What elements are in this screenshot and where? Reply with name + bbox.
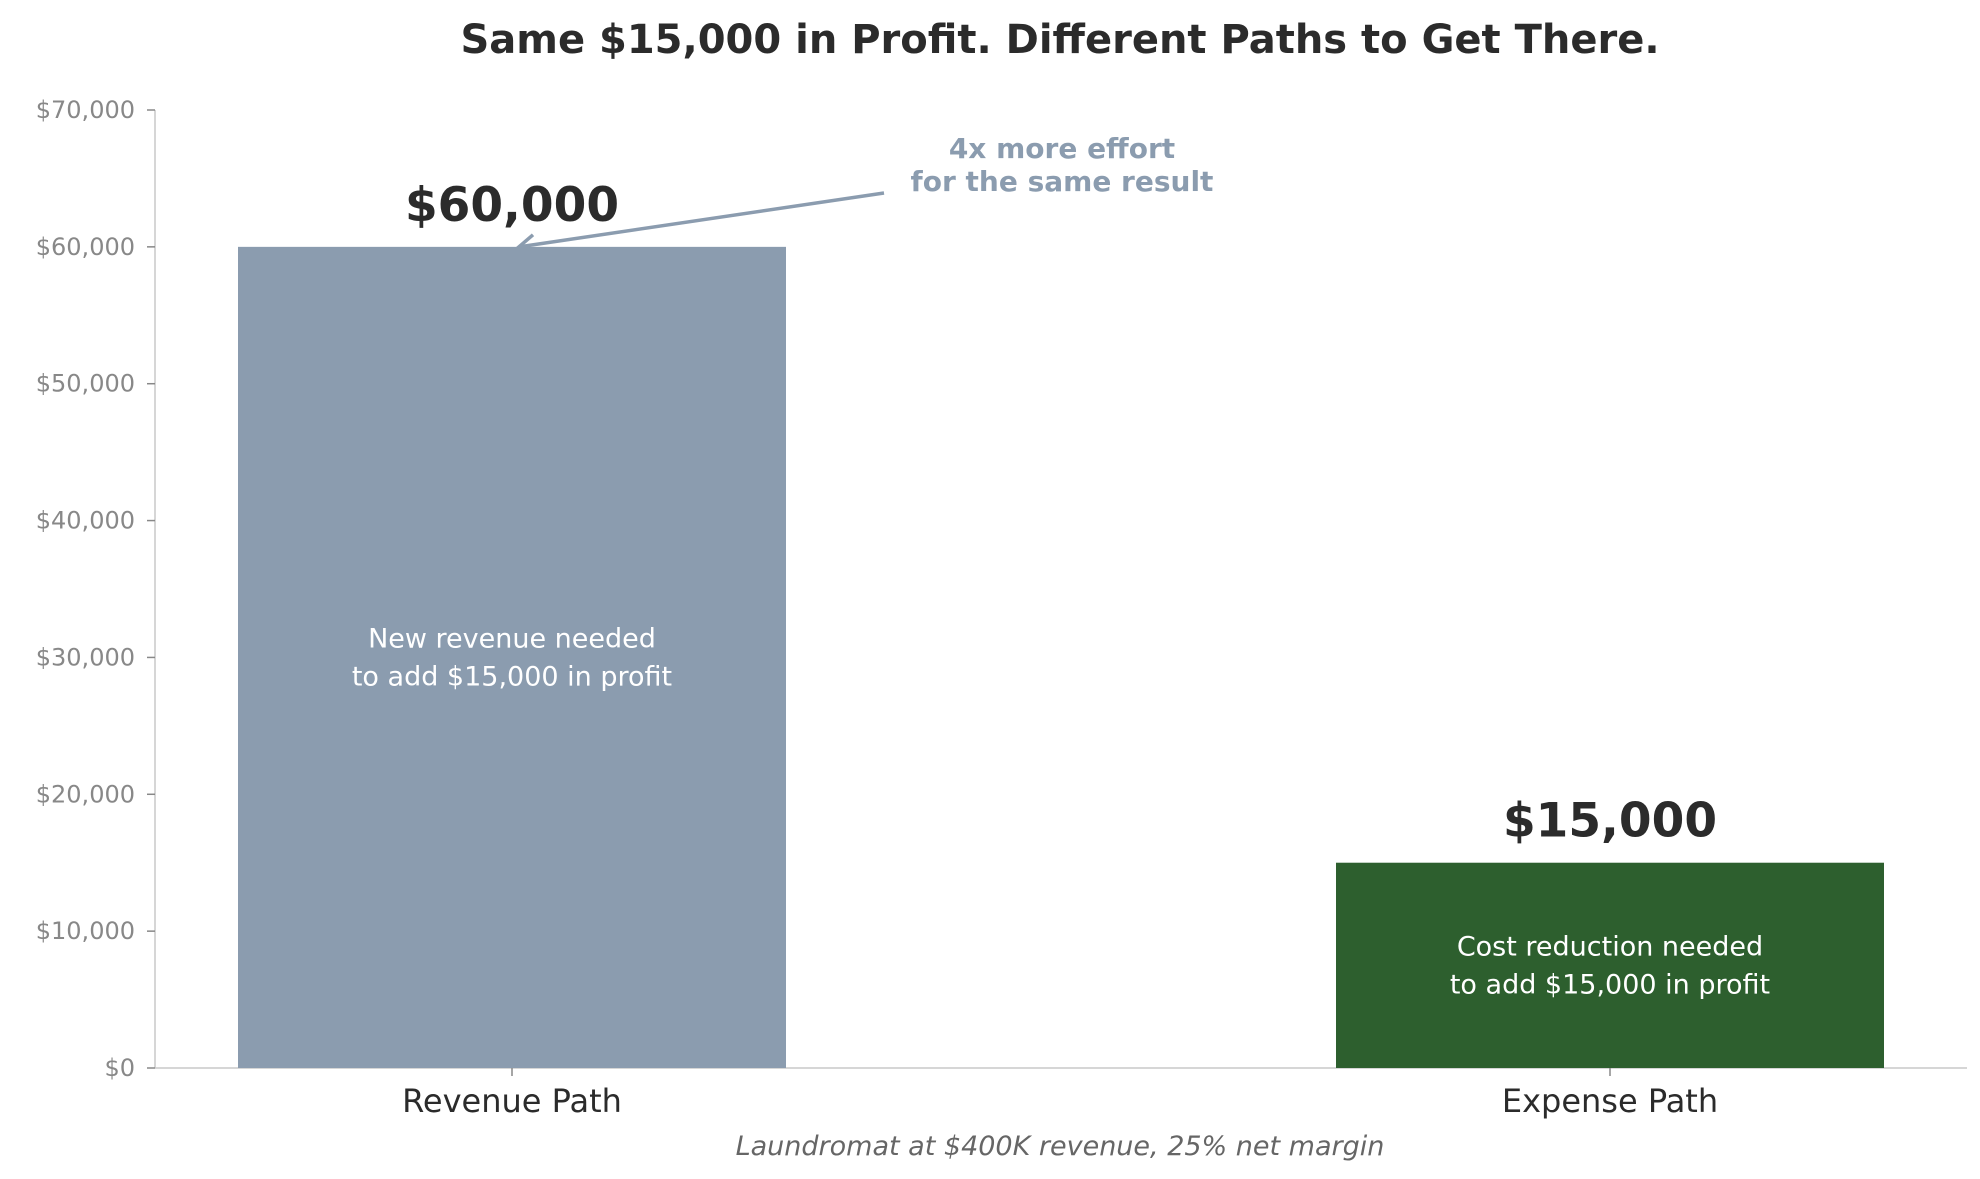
chart-title: Same $15,000 in Profit. Different Paths … bbox=[460, 17, 1659, 63]
arrowhead-icon bbox=[515, 233, 537, 252]
y-axis: $0 $10,000 $20,000 $30,000 $40,000 $50,000 $60… bbox=[36, 96, 156, 1082]
annotation-text: for the same result bbox=[911, 165, 1214, 198]
y-tick-label: $0 bbox=[104, 1054, 135, 1082]
x-axis-label: Laundromat at $400K revenue, 25% net mar… bbox=[736, 1131, 1385, 1162]
bar-inner-label: New revenue needed bbox=[368, 623, 656, 654]
bar-expense-path bbox=[1336, 862, 1884, 1068]
y-tick-label: $50,000 bbox=[36, 370, 135, 398]
bar-revenue-path bbox=[238, 246, 786, 1068]
value-label: $60,000 bbox=[405, 178, 619, 233]
x-axis: Revenue Path Expense Path bbox=[155, 1067, 1967, 1120]
annotation-arrow bbox=[518, 191, 885, 249]
x-tick-label: Expense Path bbox=[1502, 1082, 1718, 1120]
y-tick-label: $60,000 bbox=[36, 233, 135, 261]
x-tick-label: Revenue Path bbox=[402, 1082, 622, 1120]
bar-inner-label: to add $15,000 in profit bbox=[352, 661, 672, 692]
bars: $60,000 New revenue needed to add $15,000 … bbox=[238, 178, 1884, 1068]
bar-inner-label: to add $15,000 in profit bbox=[1450, 969, 1770, 1000]
y-tick-label: $70,000 bbox=[36, 96, 135, 124]
annotation-text: 4x more effort bbox=[949, 132, 1175, 165]
value-label: $15,000 bbox=[1503, 794, 1717, 849]
bar-inner-label: Cost reduction needed bbox=[1457, 931, 1763, 962]
y-tick-label: $40,000 bbox=[36, 507, 135, 535]
y-tick-label: $30,000 bbox=[36, 643, 135, 671]
y-tick-label: $10,000 bbox=[36, 917, 135, 945]
y-tick-label: $20,000 bbox=[36, 780, 135, 808]
